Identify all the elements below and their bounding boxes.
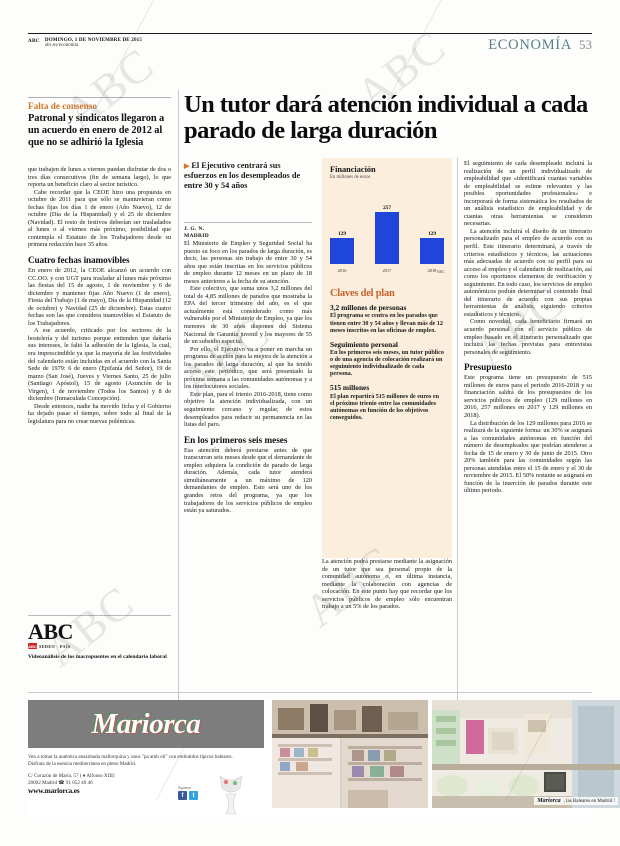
ad-photo-storefront: Mariorca , las Baleares en Madrid ! (432, 700, 620, 808)
chart-bar-group: 129 (419, 186, 444, 264)
sidebar-paragraph: Desde entonces, nadie ha movido ficha y … (28, 402, 171, 425)
article-headline: Un tutor dará atención individual a cada… (184, 91, 588, 144)
promo-badge: ABC SEDEO · PAÍS (28, 643, 171, 649)
sidebar-headline: Patronal y sindicatos llegaron a un acue… (28, 113, 165, 149)
standfirst-text: El Ejecutivo centrará sus esfuerzos en l… (184, 161, 301, 191)
promo-badge-label: SEDEO · PAÍS (39, 643, 71, 649)
body-paragraph: Por ello, el Ejecutivo va a poner en mar… (184, 345, 312, 391)
article-column-right: El seguimiento de cada desempleado inclu… (464, 160, 592, 495)
key-text: El plan repartirá 515 millones de euros … (330, 393, 439, 422)
ad-tagline: Mariorca , las Baleares en Madrid ! (534, 797, 618, 805)
sidebar-paragraph: A ese acuerdo, criticado por los sectore… (28, 327, 171, 403)
ad-logo-box: Mariorca (28, 700, 264, 748)
key-text: El programa se centra en los parados que… (330, 313, 443, 334)
byline: J. G. N. MADRID (184, 222, 312, 239)
watermark-stroke (95, 0, 157, 109)
keys-title: Claves del plan (330, 288, 395, 299)
masthead-lines: DOMINGO, 1 DE NOVIEMBRE DE 2015 abc.es/e… (45, 37, 142, 50)
ad-copy: Ven a tomar la auténtica ensaimada mallo… (28, 754, 233, 767)
key-heading: 3,2 millones de personas (330, 303, 407, 312)
sidebar-subhead: Cuatro fechas inamovibles (28, 255, 130, 266)
sidebar-box: Falta de consenso Patronal y sindicatos … (28, 97, 171, 149)
byline-author: J. G. N. (184, 226, 205, 232)
ad-address-line2: 28002 Madrid ☎ 91 052 40 46 (28, 779, 93, 786)
sidebar-paragraph: En enero de 2012, la CEOE alcanzó un acu… (28, 267, 171, 327)
masthead-logo: ABC (28, 38, 40, 44)
chart-bar-group: 257 (374, 186, 399, 264)
promo-divider (28, 615, 171, 616)
chart-bar-value: 129 (427, 230, 437, 237)
chart-bar (330, 238, 354, 264)
body-paragraph: La distribución de los 129 millones para… (464, 419, 592, 495)
masthead-right: ECONOMÍA 53 (488, 37, 592, 54)
ad-contact: C/ Corazón de María, 57 ( ♦ Alfonso XIII… (28, 773, 264, 794)
body-paragraph: Como novedad, cada beneficiario firmará … (464, 318, 592, 356)
ad-divider (28, 692, 592, 693)
bullet-icon: ▶ (184, 162, 190, 170)
body-paragraph: Este plan, para el trienio 2016-2018, ti… (184, 390, 312, 429)
column-rule-right (457, 158, 458, 702)
ad-brand-logo: Mariorca (91, 707, 201, 740)
ad-social-row: f t (178, 791, 198, 800)
body-paragraph: La atención podrá prestarse mediante la … (322, 558, 452, 611)
ad-website[interactable]: www.mariorca.es (28, 785, 80, 795)
chart-title: Financiación (330, 165, 376, 174)
ad-photo-shop-interior (272, 700, 428, 808)
ad-tagline-text: , las Baleares en Madrid ! (563, 798, 615, 804)
financing-bar-chart: 129 2016 257 2017 129 2018 (330, 186, 444, 273)
abc-badge-icon: ABC (28, 643, 37, 649)
article-column-tail: La atención podrá prestarse mediante la … (322, 558, 452, 611)
ad-social-block: Síguenos f t (178, 786, 198, 800)
sidebar-body: que trabajen de lunes a viernes puedan d… (28, 166, 171, 426)
article-column-middle: El Ministerio de Empleo y Seguridad Soci… (184, 240, 312, 515)
byline-city: MADRID (184, 232, 210, 239)
sidebar-paragraph: Cabe recordar que la CEOE hizo una propu… (28, 188, 171, 249)
key-heading: Seguimiento personal (330, 339, 398, 349)
key-heading: 515 millones (330, 383, 370, 393)
masthead-date: DOMINGO, 1 DE NOVIEMBRE DE 2015 (44, 37, 143, 43)
chart-bar (374, 212, 399, 264)
masthead-website: abc.es/economia (44, 43, 79, 49)
sidebar-paragraph: que trabajen de lunes a viernes puedan d… (28, 166, 171, 189)
chart-credit: ABC (436, 270, 445, 274)
chart-bar-label: 2017 (382, 268, 392, 273)
body-paragraph: El Ministerio de Empleo y Seguridad Soci… (184, 240, 312, 285)
article-subhead: Presupuesto (464, 362, 512, 373)
ad-address-line1: C/ Corazón de María, 57 ( ♦ Alfonso XIII… (28, 773, 115, 779)
column-rule-left (178, 90, 179, 702)
keys-panel: Claves del plan 3,2 millones de personas… (330, 288, 444, 422)
page-number: 53 (579, 37, 592, 52)
vase-decoration-icon (219, 775, 243, 815)
ad-tagline-logo: Mariorca (537, 798, 561, 804)
advertisement[interactable]: Mariorca Ven a tomar la auténtica ensaim… (28, 692, 620, 818)
ad-info-block: Mariorca Ven a tomar la auténtica ensaim… (28, 700, 264, 818)
article-standfirst: ▶ El Ejecutivo centrará sus esfuerzos en … (184, 161, 312, 192)
body-paragraph: Esa atención deberá prestarse antes de q… (184, 446, 312, 515)
body-paragraph: Este colectivo, que suma unos 3,2 millon… (184, 285, 312, 346)
ad-social-label: Síguenos (178, 786, 192, 790)
masthead: ABC DOMINGO, 1 DE NOVIEMBRE DE 2015 abc.… (28, 33, 592, 54)
chart-bar-group: 129 (330, 186, 354, 264)
chart-bar-value: 257 (382, 204, 392, 211)
article-subhead: En los primeros seis meses (184, 434, 288, 445)
key-text: En los primeros seis meses, un tutor púb… (330, 350, 444, 378)
body-paragraph: El seguimiento de cada desempleado inclu… (464, 160, 592, 228)
chart-subtitle: En millones de euros (330, 175, 371, 180)
infographic-panel: Financiación En millones de euros 129 201… (322, 158, 452, 558)
video-promo[interactable]: ABC ABC SEDEO · PAÍS Videoanálisis de lo… (28, 615, 171, 661)
body-paragraph: La atención incluirá el diseño de un iti… (464, 227, 592, 318)
section-title: ECONOMÍA (488, 37, 572, 53)
masthead-left: ABC DOMINGO, 1 DE NOVIEMBRE DE 2015 abc.… (28, 37, 142, 50)
promo-text: Videoanálisis de los macropuentes en el … (28, 654, 167, 660)
chart-bar-label: 2016 (337, 268, 347, 273)
chart-bar (419, 238, 444, 264)
sidebar-kicker: Falta de consenso (28, 97, 171, 112)
abc-logo: ABC (28, 619, 73, 644)
chart-bar-value: 129 (337, 230, 347, 237)
twitter-icon[interactable]: t (189, 791, 198, 800)
chart-bar-label: 2018 (427, 268, 437, 273)
facebook-icon[interactable]: f (178, 791, 187, 800)
body-paragraph: Este programa tiene un presupuesto de 51… (464, 374, 592, 419)
